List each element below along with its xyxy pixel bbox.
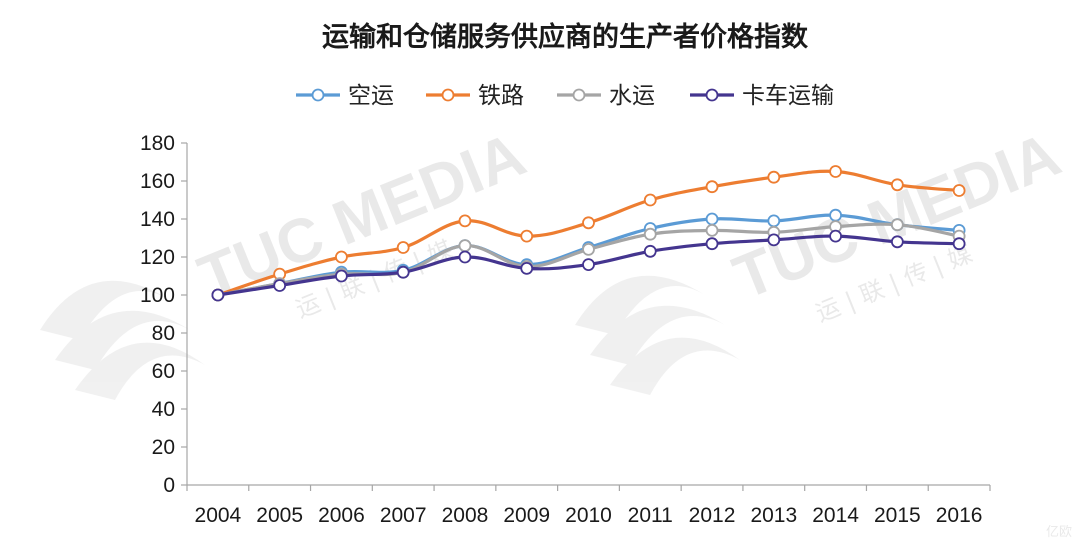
x-tick-label: 2016 xyxy=(936,504,983,527)
y-tick-label: 80 xyxy=(152,322,175,345)
data-point xyxy=(458,214,472,228)
x-tick-label: 2009 xyxy=(503,504,550,527)
watermark-logo-left xyxy=(40,280,205,400)
data-point xyxy=(582,258,595,272)
data-point xyxy=(211,288,225,302)
y-tick-label: 140 xyxy=(140,208,175,231)
data-point xyxy=(335,250,348,264)
data-point xyxy=(458,250,472,264)
data-point xyxy=(520,261,534,275)
data-point xyxy=(643,227,657,241)
x-tick-label: 2005 xyxy=(256,504,303,527)
legend-item: 水运 xyxy=(557,83,655,109)
data-point xyxy=(335,269,348,283)
x-tick-label: 2013 xyxy=(750,504,797,527)
legend-item: 空运 xyxy=(296,83,394,109)
data-point xyxy=(890,218,904,232)
y-tick-label: 40 xyxy=(152,398,175,421)
data-point xyxy=(520,229,534,243)
watermark-logo-right xyxy=(575,275,740,395)
data-point xyxy=(643,244,657,258)
data-point xyxy=(273,279,287,292)
data-point xyxy=(582,242,595,256)
data-point xyxy=(767,233,781,247)
series-layer xyxy=(211,165,966,302)
data-point xyxy=(396,265,410,279)
data-point xyxy=(829,229,842,243)
x-tick-label: 2004 xyxy=(195,504,242,527)
legend-label: 空运 xyxy=(348,83,394,109)
y-tick-label: 20 xyxy=(152,436,175,459)
legend-swatch-marker xyxy=(311,88,325,102)
legend-label: 卡车运输 xyxy=(742,83,834,109)
x-tick-label: 2014 xyxy=(812,504,859,527)
x-tick-label: 2011 xyxy=(628,504,673,527)
x-tick-label: 2006 xyxy=(318,504,365,527)
data-point xyxy=(582,216,595,230)
legend-item: 铁路 xyxy=(426,83,524,109)
legend-label: 水运 xyxy=(609,83,655,109)
series-1 xyxy=(211,165,966,302)
legend-label: 铁路 xyxy=(478,83,524,109)
series-3 xyxy=(211,229,966,302)
data-point xyxy=(952,184,966,197)
y-tick-label: 120 xyxy=(140,246,175,269)
x-tick-label: 2015 xyxy=(874,504,921,527)
data-point xyxy=(643,193,657,207)
x-tick-label: 2010 xyxy=(565,504,612,527)
legend-item: 卡车运输 xyxy=(690,83,834,109)
chart-title: 运输和仓储服务供应商的生产者价格指数 xyxy=(322,21,809,53)
axes xyxy=(186,143,990,486)
legend-swatch-marker xyxy=(572,88,586,102)
data-point xyxy=(705,223,719,237)
data-point xyxy=(705,212,719,226)
data-point xyxy=(890,178,904,192)
data-point xyxy=(829,165,842,178)
y-tick-label: 0 xyxy=(163,474,175,497)
legend-swatch-marker xyxy=(705,88,719,102)
y-tick-label: 160 xyxy=(140,170,175,193)
y-tick-label: 60 xyxy=(152,360,175,383)
legend-swatch-marker xyxy=(441,88,455,102)
y-tick-label: 100 xyxy=(140,284,175,307)
watermark: TUC MEDIA 运 | 联 | 传 | 媒 TUC MEDIA 运 | 联 … xyxy=(40,120,1072,540)
data-point xyxy=(396,241,410,254)
x-tick-label: 2012 xyxy=(689,504,736,527)
x-ticks: 2004 2005 2006 2007 2008 2009 2010 2011 2012 2013… xyxy=(186,485,991,527)
x-tick-label: 2008 xyxy=(442,504,489,527)
data-point xyxy=(705,237,719,251)
data-point xyxy=(767,170,781,184)
watermark-corner: 亿欧 xyxy=(1046,525,1072,540)
data-point xyxy=(829,208,842,222)
data-point xyxy=(705,180,719,194)
legend: 空运 铁路 水运 卡车运输 xyxy=(296,83,834,109)
x-tick-label: 2007 xyxy=(380,504,427,527)
data-point xyxy=(952,237,966,251)
data-point xyxy=(767,214,781,228)
y-ticks: 0 20 40 60 80 100 120 140 160 180 xyxy=(140,132,187,497)
data-point xyxy=(458,239,472,253)
y-tick-label: 180 xyxy=(140,132,175,155)
data-point xyxy=(890,235,904,249)
